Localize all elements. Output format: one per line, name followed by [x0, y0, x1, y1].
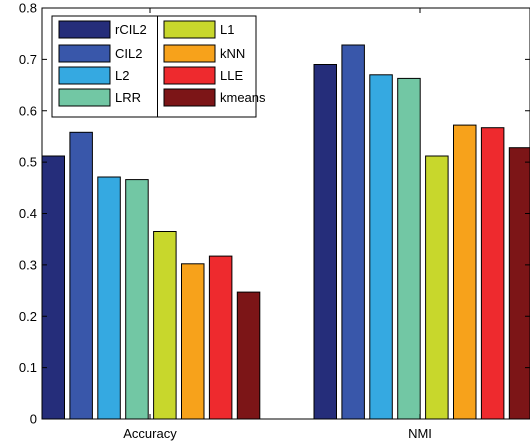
y-tick-label: 0.4 — [19, 206, 37, 221]
legend-label-knn: kNN — [220, 46, 245, 61]
bar-l1-nmi — [425, 155, 449, 420]
legend-label-l1: L1 — [220, 22, 234, 37]
legend-label-rcil2: rCIL2 — [115, 22, 147, 37]
y-tick-label: 0.3 — [19, 257, 37, 272]
legend-label-cil2: CIL2 — [115, 46, 142, 61]
y-tick-label: 0.8 — [19, 1, 37, 16]
legend-label-l2: L2 — [115, 68, 129, 83]
legend-swatch-lle — [163, 66, 216, 85]
bar-l1-accuracy — [153, 231, 177, 420]
legend-swatch-kmeans — [163, 88, 216, 107]
bar-lrr-accuracy — [125, 179, 149, 420]
bars-group — [41, 44, 530, 420]
y-tick-label: 0.7 — [19, 52, 37, 67]
bar-kmeans-accuracy — [236, 291, 261, 420]
y-tick-label: 0.2 — [19, 309, 37, 324]
y-tick-label: 0.6 — [19, 103, 37, 118]
legend-swatch-knn — [163, 44, 216, 63]
bar-cil2-nmi — [341, 44, 365, 420]
legend-swatch-rcil2 — [58, 20, 111, 39]
axis-group: 0 0.1 0.2 0.3 0.4 0.5 0.6 0.7 0.8 Accuracy NMI — [19, 1, 530, 441]
bar-l2-accuracy — [97, 176, 121, 420]
legend-swatch-l2 — [58, 66, 111, 85]
bar-rcil2-nmi — [313, 64, 337, 420]
bar-lle-nmi — [480, 127, 505, 420]
legend-label-lrr: LRR — [115, 90, 141, 105]
bar-l2-nmi — [369, 74, 393, 420]
legend-swatch-cil2 — [58, 44, 111, 63]
y-tick-label: 0 — [30, 412, 37, 427]
x-category-label: Accuracy — [123, 426, 177, 441]
bar-cil2-accuracy — [69, 131, 93, 420]
y-tick-label: 0.5 — [19, 155, 37, 170]
legend-swatch-lrr — [58, 88, 111, 107]
legend-label-lle: LLE — [220, 68, 243, 83]
y-tick-label: 0.1 — [19, 360, 37, 375]
bar-knn-nmi — [453, 124, 477, 420]
bar-lrr-nmi — [397, 77, 421, 420]
bar-rcil2-accuracy — [41, 155, 65, 420]
x-category-label: NMI — [408, 426, 432, 441]
bar-knn-accuracy — [181, 263, 205, 420]
legend-swatch-l1 — [163, 20, 216, 39]
bar-lle-accuracy — [208, 255, 233, 420]
legend: rCIL2 CIL2 L2 LRR L1 kNN LLE kmeans — [51, 15, 266, 118]
bar-kmeans-nmi — [508, 147, 530, 420]
legend-label-kmeans: kmeans — [220, 90, 266, 105]
